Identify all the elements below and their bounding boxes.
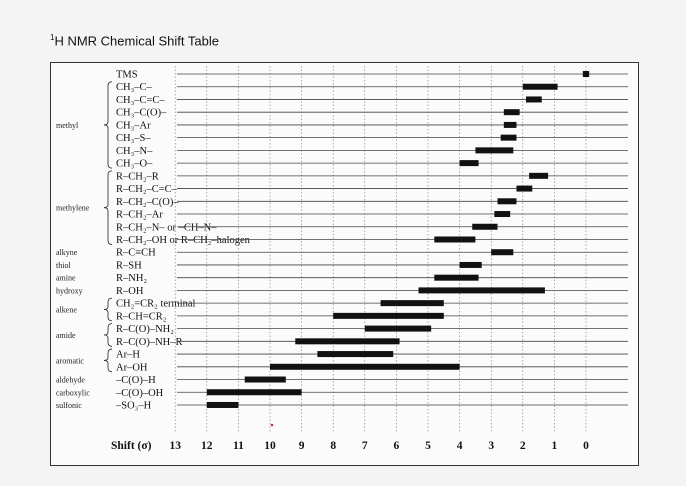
shift-range-bar xyxy=(491,249,514,256)
shift-range-bar xyxy=(270,363,460,370)
row-label: Ar–OH xyxy=(116,362,148,373)
group-label: methylene xyxy=(56,204,90,213)
row-label: –C(O)–OH xyxy=(115,388,164,399)
row-label: R–CH=CR₂ xyxy=(116,311,167,322)
shift-range-bar xyxy=(525,96,542,103)
shift-range-bar xyxy=(459,261,482,268)
group-label: thiol xyxy=(56,261,71,270)
row-label: R–SH xyxy=(116,260,142,271)
row-label: R–C≡CH xyxy=(116,248,156,259)
shift-range-bar xyxy=(206,401,239,408)
shift-range-bar xyxy=(472,223,498,230)
row-label: CH₃–O– xyxy=(116,159,153,170)
shift-range-bar xyxy=(582,71,590,77)
row-label: TMS xyxy=(116,70,138,81)
x-tick-label: 1 xyxy=(552,440,558,452)
x-tick-label: 11 xyxy=(233,440,244,452)
row-label: CH₃–C– xyxy=(116,82,153,93)
shift-range-bar xyxy=(503,121,517,128)
shift-range-bar xyxy=(295,338,400,345)
chart-frame xyxy=(50,62,639,466)
group-brace xyxy=(103,348,113,373)
row-label: CH₃–C=C– xyxy=(116,95,165,106)
row-label: CH₂=CR₂ terminal xyxy=(116,299,196,310)
shift-range-bar xyxy=(244,376,286,383)
x-tick-label: 4 xyxy=(457,440,463,452)
shift-range-bar xyxy=(516,185,533,192)
x-tick-label: 13 xyxy=(169,440,181,452)
shift-range-bar xyxy=(206,389,302,396)
x-tick-label: 12 xyxy=(201,440,213,452)
group-label: alkene xyxy=(56,306,77,315)
shift-range-bar xyxy=(503,109,520,116)
row-label: Ar–H xyxy=(116,350,140,361)
x-tick-label: 6 xyxy=(394,440,400,452)
x-tick-label: 0 xyxy=(583,440,589,452)
row-label: R–CH₂–C=C– xyxy=(116,184,178,195)
group-brace xyxy=(103,323,113,347)
row-label: CH₃–S– xyxy=(116,133,151,144)
row-label: R–CH₂–Ar xyxy=(116,210,163,221)
shift-range-bar xyxy=(333,312,444,319)
shift-range-bar xyxy=(529,172,549,179)
shift-range-bar xyxy=(494,211,511,218)
group-label: aldehyde xyxy=(56,376,85,385)
row-label: R–OH xyxy=(116,286,144,297)
row-label: CH₃–Ar xyxy=(116,120,151,131)
x-tick-label: 7 xyxy=(362,440,368,452)
group-label: alkyne xyxy=(56,248,78,257)
row-label: R–CH₂–OH or R–CH₂–halogen xyxy=(116,235,251,246)
row-label: R–CH₂–C(O)– xyxy=(116,197,179,208)
shift-range-bar xyxy=(459,160,479,167)
x-tick-label: 2 xyxy=(520,440,526,452)
row-label: –SO₃–H xyxy=(115,400,152,411)
x-tick-label: 10 xyxy=(264,440,276,452)
shift-range-bar xyxy=(317,351,394,358)
title-superscript: 1 xyxy=(50,33,55,42)
row-label: R–CH₂–N– or –CH–N– xyxy=(116,222,217,233)
shift-range-bar xyxy=(475,147,514,154)
shift-range-bar xyxy=(500,134,517,141)
x-tick-label: 5 xyxy=(425,440,431,452)
row-label: CH₃–N– xyxy=(116,146,153,157)
shift-range-bar xyxy=(434,274,479,281)
shift-range-bar xyxy=(434,236,476,243)
row-label: R–NH₂ xyxy=(116,273,147,284)
group-label: aromatic xyxy=(56,356,84,365)
shift-range-bar xyxy=(364,325,432,332)
group-label: carboxylic xyxy=(56,388,90,397)
group-label: sulfonic xyxy=(56,401,82,410)
group-brace xyxy=(103,81,113,169)
shift-range-bar xyxy=(522,83,558,90)
group-label: amide xyxy=(56,331,76,340)
group-label: amine xyxy=(56,274,76,283)
row-label: R–C(O)–NH–R xyxy=(116,337,183,348)
group-brace xyxy=(103,297,113,322)
row-label: CH₃–C(O)– xyxy=(116,108,167,119)
group-brace xyxy=(103,170,113,245)
row-label: R–C(O)–NH₂ xyxy=(116,324,174,335)
group-label: methyl xyxy=(56,121,79,130)
group-label: hydroxy xyxy=(56,286,83,295)
x-tick-label: 8 xyxy=(330,440,336,452)
shift-range-bar xyxy=(418,287,545,294)
title-text: H NMR Chemical Shift Table xyxy=(54,33,219,49)
x-tick-label: 3 xyxy=(488,440,494,452)
page-title: 1H NMR Chemical Shift Table xyxy=(50,33,219,48)
shift-range-bar xyxy=(380,300,444,307)
x-axis-label: Shift (σ) xyxy=(111,440,152,452)
red-marker xyxy=(270,423,274,427)
row-label: R–CH₂–R xyxy=(116,171,159,182)
shift-range-bar xyxy=(497,198,517,205)
x-tick-label: 9 xyxy=(299,440,305,452)
row-label: –C(O)–H xyxy=(115,375,156,386)
